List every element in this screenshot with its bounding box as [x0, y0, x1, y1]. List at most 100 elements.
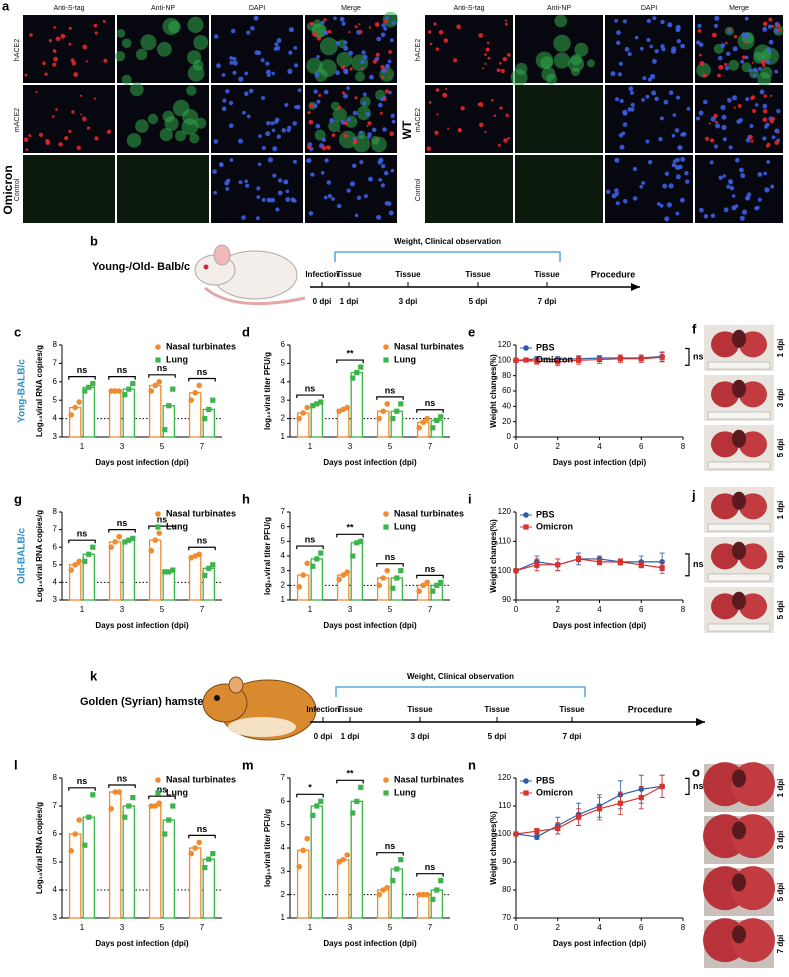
column-header: Merge [729, 5, 749, 12]
point [112, 388, 118, 394]
micro-cell [103, 58, 108, 63]
micro-cell [434, 130, 439, 135]
micro-cell [93, 23, 98, 28]
point [314, 401, 320, 407]
point [76, 558, 82, 565]
y-axis-label: Log₁₀viral RNA copies/g [35, 345, 44, 437]
micro-cell [771, 135, 776, 140]
column-header: DAPI [641, 5, 657, 12]
micro-cell [658, 137, 663, 142]
bracket [335, 686, 586, 697]
photo-label: 3 dpi [776, 551, 785, 570]
micro-cell [656, 202, 661, 206]
micro-cell [726, 184, 731, 189]
series-line [515, 558, 663, 572]
micro-cell [478, 33, 484, 38]
heart [732, 873, 746, 892]
significance-bracket [376, 852, 404, 856]
micro-cell [709, 160, 714, 165]
micro-cell [352, 135, 371, 153]
micro-cell [759, 89, 765, 95]
point [68, 412, 74, 418]
significance-bracket [148, 374, 176, 378]
micro-cell [702, 73, 707, 78]
micro-cell [93, 97, 97, 100]
y-tick-label: 4 [53, 885, 58, 894]
legend-label: Nasal turbinates [166, 508, 236, 518]
y-tick-label: 20 [502, 417, 511, 426]
column-header: Anti-NP [547, 5, 571, 12]
micro-cell [710, 213, 716, 218]
legend-marker [383, 790, 389, 796]
micro-cell [738, 118, 743, 122]
point [304, 560, 311, 567]
micro-image [605, 85, 693, 153]
y-tick-label: 2 [281, 580, 286, 589]
micro-cell [335, 41, 341, 46]
micro-cell [222, 98, 227, 103]
micro-cell [438, 30, 444, 35]
micro-cell [213, 190, 217, 195]
lung-lobe [711, 593, 739, 620]
photo-label: 3 dpi [776, 831, 785, 850]
day-label: 0 dpi [313, 297, 332, 306]
micro-cell [721, 114, 727, 120]
legend-label: Nasal turbinates [166, 341, 236, 351]
micro-cell [390, 113, 395, 119]
point [170, 386, 176, 392]
micro-cell [276, 38, 282, 43]
point [206, 565, 212, 571]
legend-marker [155, 344, 161, 350]
micro-cell [648, 77, 652, 82]
significance-label: ** [346, 769, 354, 779]
micro-cell [216, 63, 221, 69]
micro-cell [55, 36, 61, 42]
bracket-label: Weight, Clinical observation [407, 672, 514, 681]
x-tick-label: 5 [160, 923, 165, 932]
legend-marker [523, 778, 529, 784]
y-axis-label: Log₁₀viral RNA copies/g [35, 802, 44, 894]
micro-cell [326, 145, 331, 151]
micro-cell [388, 50, 392, 54]
micro-cell [496, 68, 501, 73]
micro-cell [617, 72, 623, 77]
point [384, 401, 391, 407]
micro-cell [256, 216, 260, 221]
point [596, 356, 603, 363]
micro-cell [323, 18, 327, 22]
point [416, 425, 423, 431]
point [196, 551, 202, 558]
row-label: Control [415, 178, 422, 201]
ruler [707, 411, 771, 420]
micro-cell [697, 23, 702, 29]
point [304, 404, 311, 411]
day-label: 3 dpi [411, 732, 430, 741]
micro-cell [749, 123, 754, 129]
significance-bracket [68, 787, 96, 791]
photo-label: 1 dpi [776, 339, 785, 358]
photo-label: 5 dpi [776, 601, 785, 620]
micro-cell [323, 30, 329, 36]
point [86, 384, 92, 390]
legend-marker [155, 357, 161, 363]
micro-cell [729, 186, 735, 191]
bar [188, 555, 202, 601]
x-tick-label: 5 [160, 442, 165, 451]
micro-cell [752, 67, 758, 73]
arrow-head [631, 283, 640, 291]
micro-cell [229, 56, 234, 60]
point [513, 831, 519, 837]
micro-cell [241, 215, 246, 220]
micro-cell [316, 99, 321, 104]
point [72, 562, 78, 568]
micro-cell [323, 195, 328, 200]
point [398, 568, 404, 574]
significance-bracket [188, 834, 216, 839]
micro-cell [745, 197, 749, 201]
point [188, 397, 194, 404]
y-tick-label: 90 [502, 857, 511, 866]
column-header: Anti-S-tag [53, 5, 84, 12]
point [340, 572, 347, 578]
micro-cell [308, 119, 314, 125]
